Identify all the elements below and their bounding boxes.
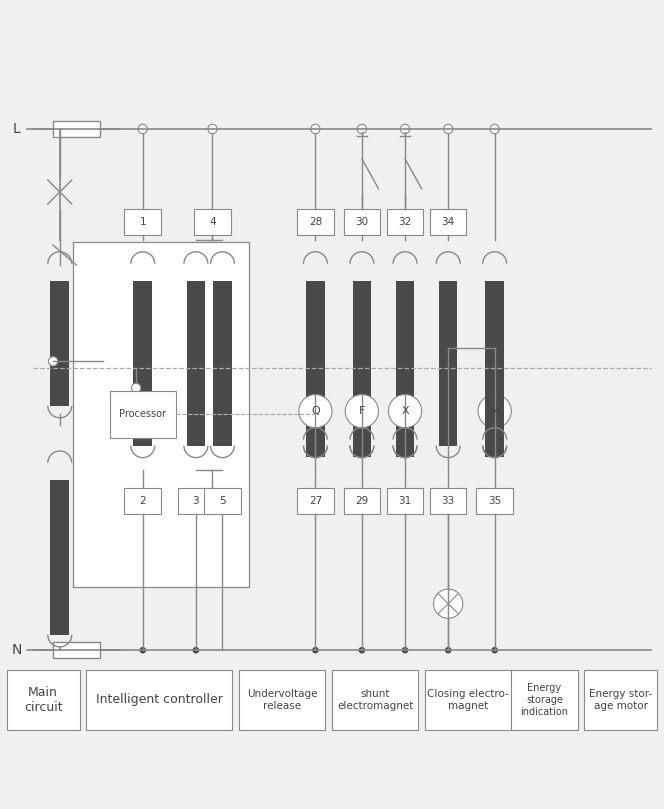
Circle shape xyxy=(490,125,499,133)
Bar xyxy=(306,446,325,457)
Text: Processor: Processor xyxy=(120,409,166,419)
FancyBboxPatch shape xyxy=(7,670,80,730)
Text: 35: 35 xyxy=(488,496,501,506)
Circle shape xyxy=(48,357,58,366)
Bar xyxy=(396,446,414,457)
FancyBboxPatch shape xyxy=(86,670,232,730)
Text: 5: 5 xyxy=(219,496,226,506)
Circle shape xyxy=(445,647,452,654)
FancyBboxPatch shape xyxy=(344,488,380,514)
Text: 3: 3 xyxy=(193,496,199,506)
FancyBboxPatch shape xyxy=(124,488,161,514)
Circle shape xyxy=(138,125,147,133)
Bar xyxy=(50,281,69,406)
Bar xyxy=(439,281,457,446)
Text: 33: 33 xyxy=(442,496,455,506)
Text: 2: 2 xyxy=(139,496,146,506)
Text: M: M xyxy=(490,406,499,416)
FancyBboxPatch shape xyxy=(124,209,161,235)
Bar xyxy=(133,281,152,446)
FancyBboxPatch shape xyxy=(511,670,578,730)
Bar xyxy=(187,281,205,446)
Circle shape xyxy=(208,125,217,133)
FancyBboxPatch shape xyxy=(297,209,333,235)
FancyBboxPatch shape xyxy=(430,209,466,235)
Text: Undervoltage
release: Undervoltage release xyxy=(247,689,317,711)
Text: Q: Q xyxy=(311,406,320,416)
FancyBboxPatch shape xyxy=(332,670,418,730)
Circle shape xyxy=(312,647,319,654)
Bar xyxy=(353,446,371,457)
Circle shape xyxy=(193,647,199,654)
Bar xyxy=(485,446,504,457)
Circle shape xyxy=(388,395,422,428)
FancyBboxPatch shape xyxy=(177,488,214,514)
FancyBboxPatch shape xyxy=(110,392,176,438)
Circle shape xyxy=(444,125,453,133)
FancyBboxPatch shape xyxy=(204,488,240,514)
Bar xyxy=(353,281,371,446)
Text: Intelligent controller: Intelligent controller xyxy=(96,693,223,706)
Bar xyxy=(485,281,504,446)
Text: 29: 29 xyxy=(355,496,369,506)
Bar xyxy=(306,281,325,446)
Text: F: F xyxy=(359,406,365,416)
FancyBboxPatch shape xyxy=(239,670,325,730)
Text: 27: 27 xyxy=(309,496,322,506)
Text: 32: 32 xyxy=(398,217,412,227)
Text: Energy stor-
age motor: Energy stor- age motor xyxy=(589,689,653,711)
FancyBboxPatch shape xyxy=(297,488,333,514)
Circle shape xyxy=(402,647,408,654)
FancyBboxPatch shape xyxy=(477,488,513,514)
Circle shape xyxy=(345,395,378,428)
FancyBboxPatch shape xyxy=(344,209,380,235)
Bar xyxy=(396,281,414,446)
FancyBboxPatch shape xyxy=(386,488,424,514)
Circle shape xyxy=(359,647,365,654)
Circle shape xyxy=(491,647,498,654)
FancyBboxPatch shape xyxy=(584,670,657,730)
FancyBboxPatch shape xyxy=(386,209,424,235)
Text: Main
circuit: Main circuit xyxy=(24,686,62,714)
FancyBboxPatch shape xyxy=(53,121,100,138)
Circle shape xyxy=(139,647,146,654)
Circle shape xyxy=(299,395,332,428)
Circle shape xyxy=(311,125,320,133)
Text: 34: 34 xyxy=(442,217,455,227)
Circle shape xyxy=(131,383,141,392)
FancyBboxPatch shape xyxy=(194,209,230,235)
Circle shape xyxy=(357,125,367,133)
Text: 4: 4 xyxy=(209,217,216,227)
Bar xyxy=(50,481,69,635)
FancyBboxPatch shape xyxy=(73,242,249,587)
FancyBboxPatch shape xyxy=(53,642,100,659)
Text: 28: 28 xyxy=(309,217,322,227)
Bar xyxy=(213,281,232,446)
Text: 31: 31 xyxy=(398,496,412,506)
FancyBboxPatch shape xyxy=(425,670,511,730)
Circle shape xyxy=(434,589,463,618)
Circle shape xyxy=(478,395,511,428)
Text: Closing electro-
magnet: Closing electro- magnet xyxy=(427,689,509,711)
Text: 30: 30 xyxy=(355,217,369,227)
Text: L: L xyxy=(13,122,21,136)
FancyBboxPatch shape xyxy=(430,488,466,514)
Text: 1: 1 xyxy=(139,217,146,227)
Text: N: N xyxy=(11,643,22,657)
Text: X: X xyxy=(401,406,409,416)
Text: Energy
storage
indication: Energy storage indication xyxy=(521,684,568,717)
Text: shunt
electromagnet: shunt electromagnet xyxy=(337,689,414,711)
Circle shape xyxy=(400,125,410,133)
